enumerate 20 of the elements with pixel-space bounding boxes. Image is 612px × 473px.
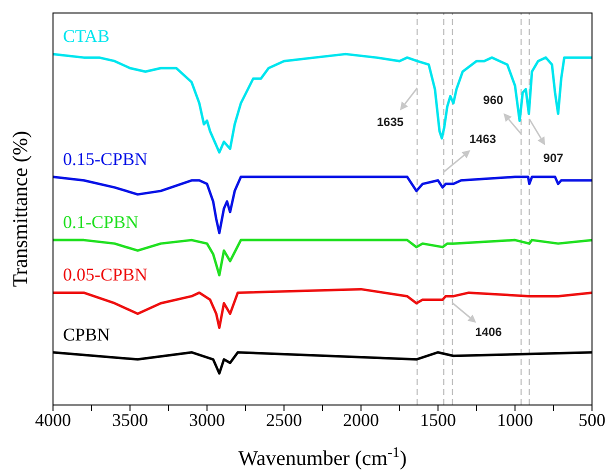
x-tick-label: 2000 [343,410,379,430]
x-tick-label: 2500 [266,410,302,430]
x-axis-title: Wavenumber (cm$^{-1}$) [238,445,407,470]
series-label: CPBN [63,324,110,344]
x-tick-label: 3000 [189,410,225,430]
y-axis-title: Transmittance (%) [8,130,32,288]
annotation: 1463 [469,132,496,146]
x-tick-label: 1000 [497,410,533,430]
x-tick-label: 3500 [112,410,148,430]
x-tick-label: 1500 [420,410,456,430]
x-tick-label: 500 [578,410,606,430]
x-tick-label: 4000 [35,410,71,430]
series-label: 0.05-CPBN [63,264,148,285]
series-label: 0.15-CPBN [63,148,148,169]
annotation: 1406 [475,325,502,340]
series-label: 0.1-CPBN [63,212,139,232]
annotation: 1635 [376,115,404,130]
series-label: CTAB [63,26,110,46]
annotation: 960 [483,93,504,108]
annotation: 907 [543,151,564,166]
